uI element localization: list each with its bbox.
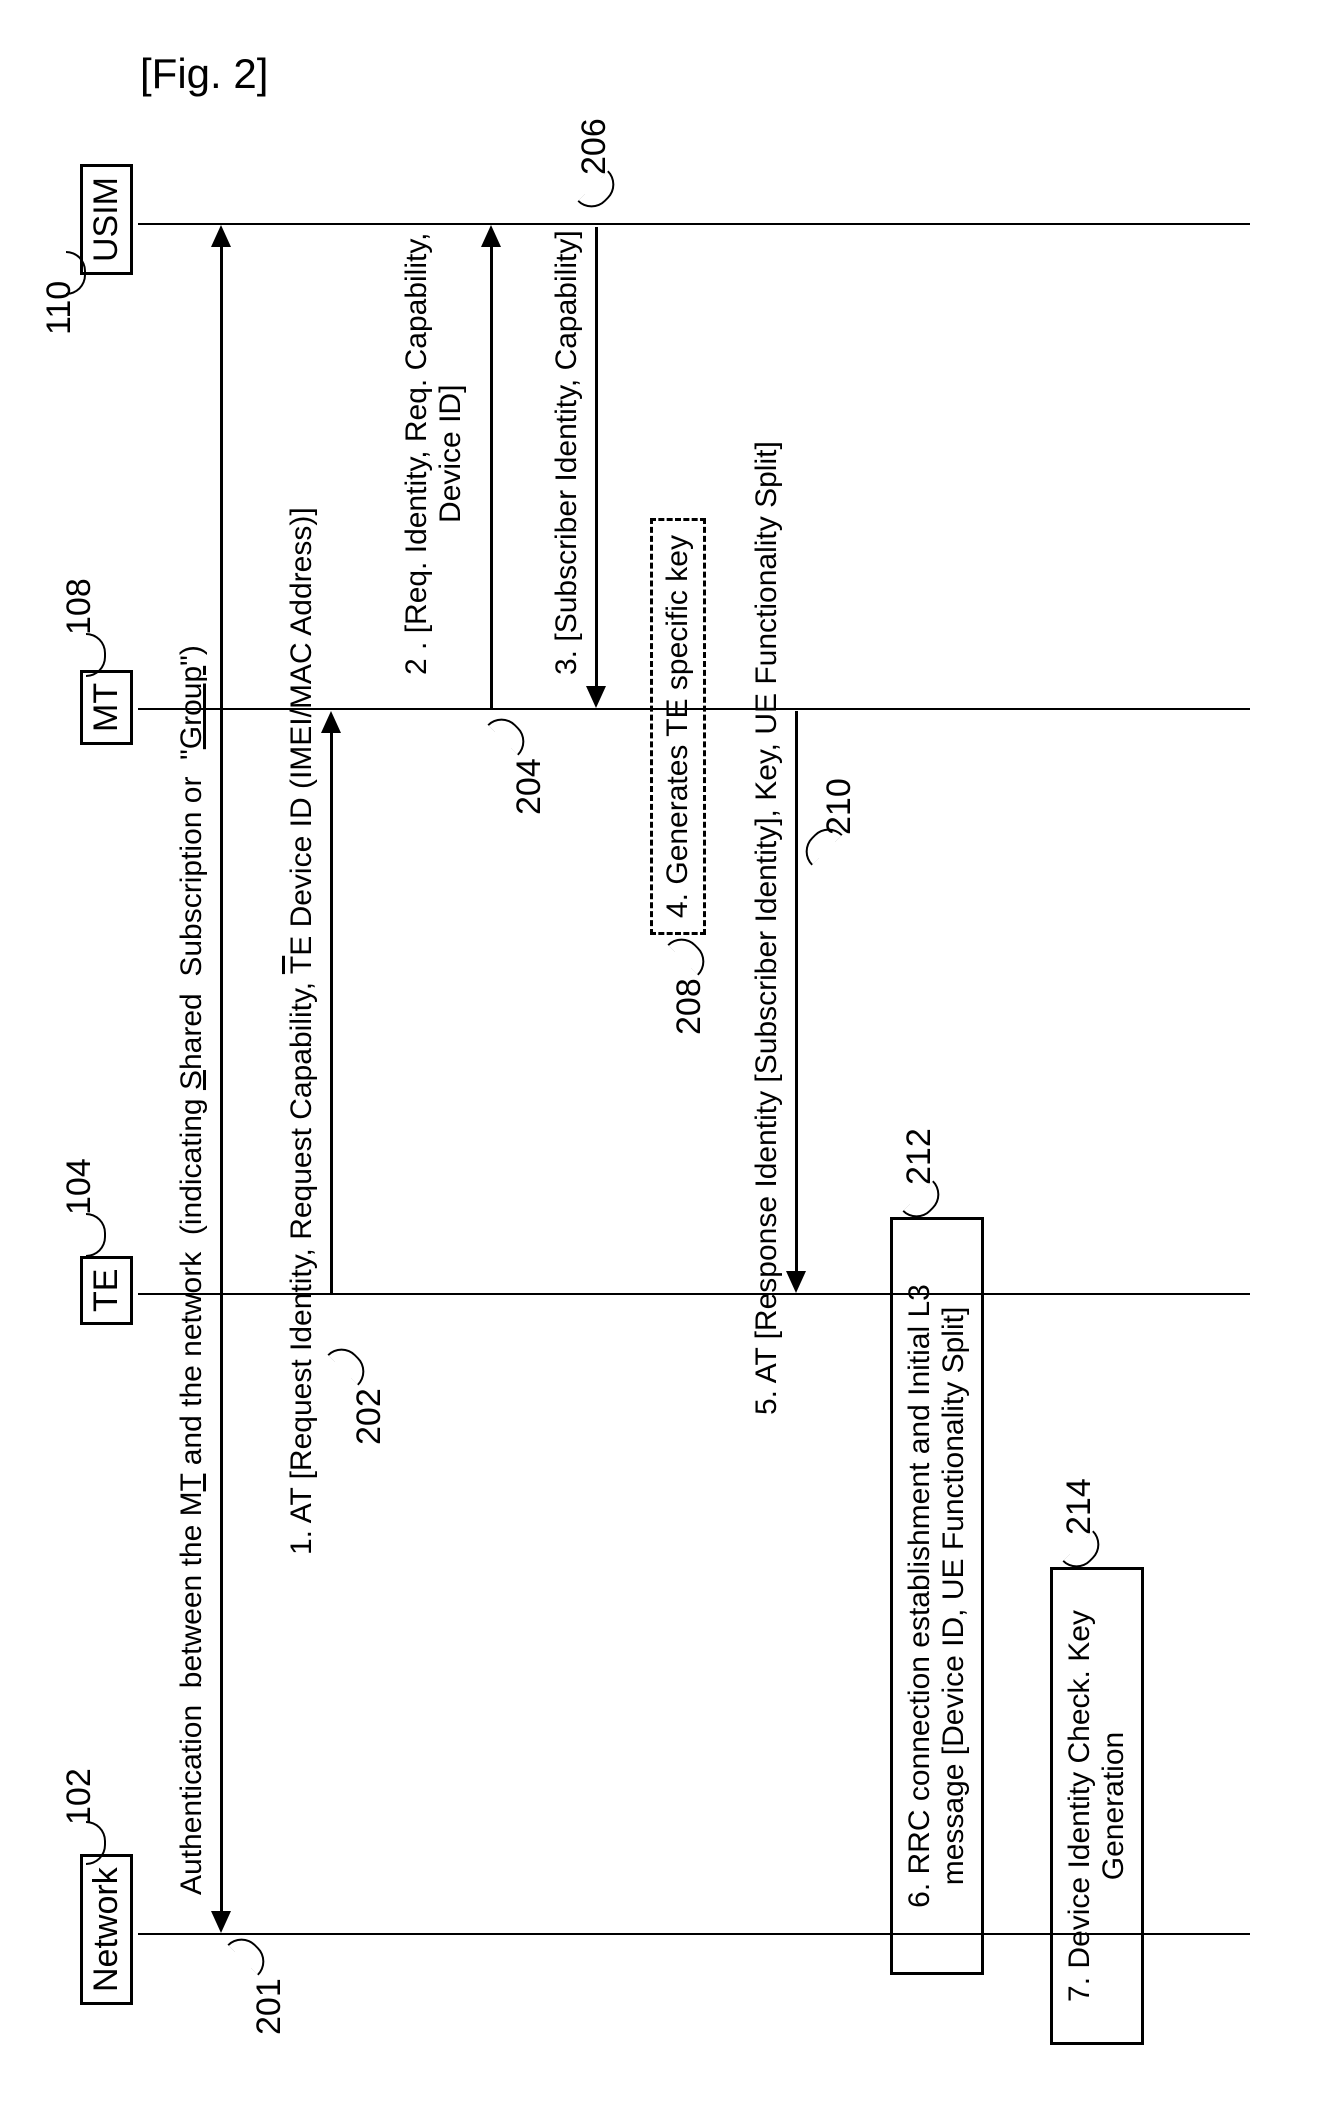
actor-usim: USIM xyxy=(80,164,133,275)
msg-7-box: 7. Device Identity Check. Key Generation xyxy=(1050,1567,1144,2045)
actor-network: Network xyxy=(80,1854,133,2005)
msg-3-label: 3. [Subscriber Identity, Capability] xyxy=(550,230,584,675)
msg-6-box: 6. RRC connection establishment and Init… xyxy=(890,1217,984,1975)
msg-2-label: 2 . [Req. Identity, Req. Capability, Dev… xyxy=(400,233,468,675)
msg-1-arrow xyxy=(330,731,333,1293)
msg-text: 4. Generates TE specific key xyxy=(661,535,694,918)
msg-3-arrow xyxy=(595,227,598,688)
ref-connector xyxy=(667,930,712,975)
msg-auth-arrow xyxy=(220,245,223,1915)
ref-102: 102 xyxy=(60,1768,99,1825)
actor-label: Network xyxy=(87,1867,125,1992)
ref-206: 206 xyxy=(575,118,614,175)
msg-text: Authentication between the MT and the ne… xyxy=(175,645,208,1895)
arrow-head xyxy=(211,1911,231,1933)
actor-label: USIM xyxy=(87,177,125,262)
actor-te: TE xyxy=(80,1256,133,1325)
arrow-head xyxy=(211,225,231,247)
ref-212: 212 xyxy=(900,1128,939,1185)
actor-mt: MT xyxy=(80,670,133,745)
msg-text: 3. [Subscriber Identity, Capability] xyxy=(550,230,583,675)
lifeline-usim xyxy=(138,223,1250,225)
msg-text: 7. Device Identity Check. Key xyxy=(1063,1610,1096,2002)
ref-201: 201 xyxy=(250,1978,289,2035)
ref-connector xyxy=(227,1930,272,1975)
msg-text: message [Device ID, UE Functionality Spl… xyxy=(937,1307,970,1886)
arrow-head xyxy=(481,225,501,247)
msg-5-label: 5. AT [Response Identity [Subscriber Ide… xyxy=(750,441,784,1415)
ref-214: 214 xyxy=(1060,1478,1099,1535)
actor-label: TE xyxy=(87,1269,125,1312)
msg-2-arrow xyxy=(490,245,493,708)
msg-5-arrow xyxy=(795,711,798,1273)
ref-connector xyxy=(327,1340,372,1385)
ref-204: 204 xyxy=(510,758,549,815)
msg-4-box: 4. Generates TE specific key xyxy=(650,518,706,935)
arrow-head xyxy=(586,686,606,708)
msg-text: Device ID] xyxy=(434,385,467,523)
ref-104: 104 xyxy=(60,1158,99,1215)
ref-208: 208 xyxy=(670,978,709,1035)
msg-auth-label: Authentication between the MT and the ne… xyxy=(175,645,209,1895)
diagram-container: [Fig. 2] Network 102 TE 104 MT 108 USIM … xyxy=(20,20,1299,2095)
arrow-head xyxy=(321,711,341,733)
ref-connector xyxy=(86,1213,106,1257)
actor-label: MT xyxy=(87,683,125,732)
msg-text: 1. AT [Request Identity, Request Capabil… xyxy=(285,507,318,1555)
msg-1-label: 1. AT [Request Identity, Request Capabil… xyxy=(285,507,319,1555)
msg-text: Generation xyxy=(1097,1732,1130,1880)
ref-108: 108 xyxy=(60,578,99,635)
msg-text: 5. AT [Response Identity [Subscriber Ide… xyxy=(750,441,783,1415)
ref-connector xyxy=(487,710,532,755)
arrow-head xyxy=(786,1271,806,1293)
msg-text: 6. RRC connection establishment and Init… xyxy=(903,1284,936,1908)
ref-connector xyxy=(577,170,622,215)
ref-202: 202 xyxy=(350,1388,389,1445)
msg-text: 2 . [Req. Identity, Req. Capability, xyxy=(400,233,433,675)
ref-210: 210 xyxy=(820,778,859,835)
figure-label-outer: [Fig. 2] xyxy=(140,50,268,98)
